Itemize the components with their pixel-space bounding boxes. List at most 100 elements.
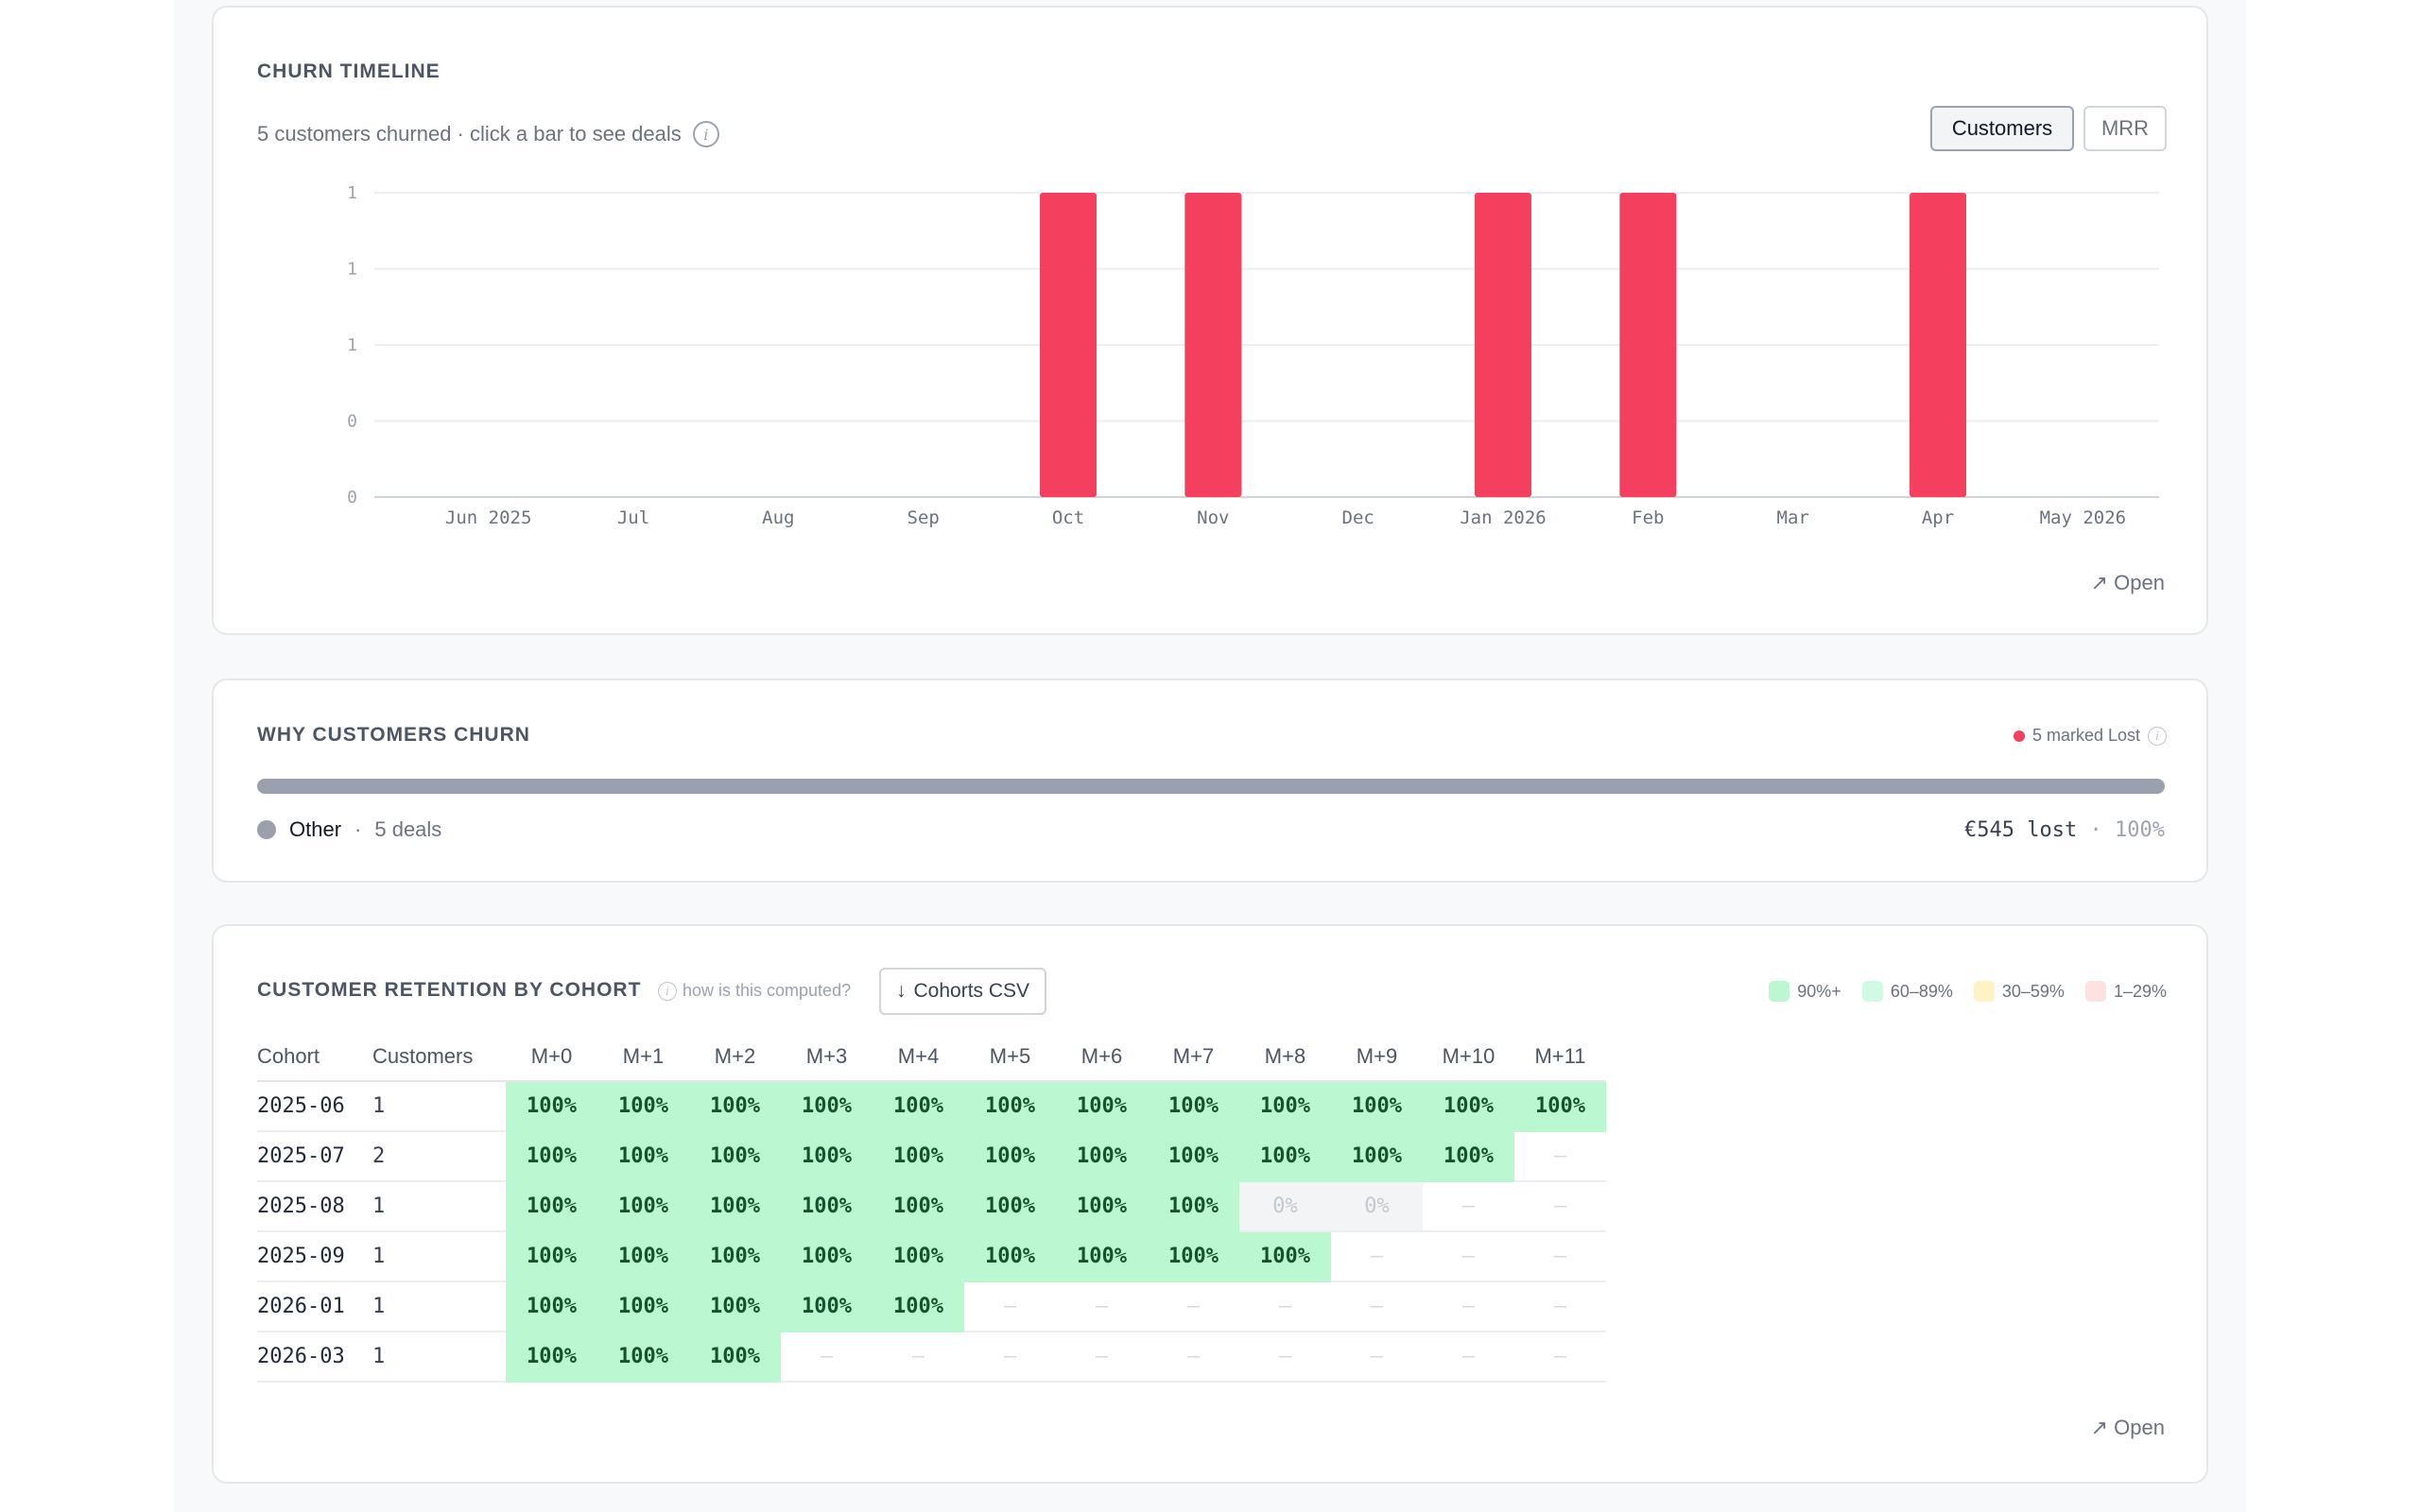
reason-deals: 5 deals — [374, 817, 442, 841]
retention-cell: — — [1056, 1332, 1148, 1383]
retention-cell: — — [1331, 1332, 1423, 1383]
column-header: M+8 — [1264, 1043, 1306, 1068]
legend-swatch — [1769, 981, 1790, 1002]
legend-label: 90%+ — [1797, 981, 1841, 1001]
retention-cell: — — [1514, 1231, 1606, 1282]
reason-lost-amount: €545 lost — [1964, 817, 2078, 842]
retention-cell: 100% — [1056, 1231, 1148, 1282]
retention-cell: 100% — [1148, 1181, 1239, 1232]
how-computed-link[interactable]: i how is this computed? — [658, 981, 851, 1001]
retention-cell: 100% — [781, 1281, 873, 1332]
retention-cell: — — [1423, 1332, 1514, 1383]
y-tick-label: 0 — [347, 412, 357, 432]
churn-subtitle-text: 5 customers churned · click a bar to see… — [257, 122, 682, 146]
cohort-table-header: Cohort Customers M+0 M+1 M+2 M+3 M+4 M+5 M+6 M+7 M… — [257, 1032, 1606, 1081]
retention-title: CUSTOMER RETENTION BY COHORT — [257, 979, 642, 1001]
churn-bar[interactable] — [1475, 193, 1531, 497]
reason-distribution-bar[interactable] — [257, 779, 2165, 794]
x-tick-label: Jun 2025 — [445, 507, 532, 527]
retention-cell: 100% — [506, 1131, 597, 1182]
retention-cell: 0% — [1239, 1181, 1331, 1232]
download-icon: ↓ — [896, 980, 907, 1002]
legend-item: 30–59% — [1973, 981, 2065, 1002]
reason-lost-summary: €545 lost · 100% — [1964, 817, 2165, 842]
churn-subtitle: 5 customers churned · click a bar to see… — [257, 121, 719, 147]
retention-cell: — — [964, 1281, 1056, 1332]
churn-timeline-card: CHURN TIMELINE 5 customers churned · cli… — [212, 6, 2208, 635]
retention-cell: 100% — [597, 1080, 689, 1132]
retention-cell: — — [1423, 1181, 1514, 1232]
legend-swatch — [2084, 981, 2106, 1002]
column-header: M+10 — [1442, 1043, 1495, 1068]
retention-cell: — — [1239, 1332, 1331, 1383]
y-tick-label: 1 — [347, 335, 357, 355]
retention-cell: 100% — [1423, 1080, 1514, 1132]
open-link[interactable]: ↗ Open — [2091, 571, 2165, 595]
retention-cell: 100% — [964, 1181, 1056, 1232]
retention-cell: — — [781, 1332, 873, 1383]
cohort-label: 2025-07 — [257, 1131, 372, 1182]
why-churn-title: WHY CUSTOMERS CHURN — [257, 724, 530, 746]
open-link[interactable]: ↗ Open — [2091, 1416, 2165, 1440]
x-tick-label: Aug — [762, 507, 794, 527]
retention-cell: 100% — [781, 1131, 873, 1182]
retention-cell: 100% — [1239, 1131, 1331, 1182]
retention-cell: — — [1423, 1231, 1514, 1282]
retention-cell: 0% — [1331, 1181, 1423, 1232]
y-tick-label: 0 — [347, 488, 357, 507]
retention-cell: 100% — [689, 1231, 781, 1282]
cohort-label: 2026-03 — [257, 1332, 372, 1383]
table-row: 2025-06 1 100% 100% 100% 100% 100% 100% 100% 100%… — [257, 1080, 1606, 1132]
churn-bar[interactable] — [1184, 193, 1242, 497]
retention-cell: 100% — [1148, 1131, 1239, 1182]
legend-label: 1–29% — [2113, 981, 2167, 1001]
legend-item: 60–89% — [1861, 981, 1953, 1002]
x-tick-label: Dec — [1342, 507, 1374, 527]
retention-cell: 100% — [873, 1181, 964, 1232]
toggle-customers[interactable]: Customers — [1930, 106, 2074, 151]
column-header: Cohort — [257, 1043, 320, 1068]
retention-cell: 100% — [597, 1231, 689, 1282]
retention-cell: — — [1514, 1332, 1606, 1383]
retention-cell: — — [1331, 1231, 1423, 1282]
column-header: M+5 — [989, 1043, 1031, 1068]
retention-cell: — — [1239, 1281, 1331, 1332]
retention-cell: — — [964, 1332, 1056, 1383]
x-tick-label: Feb — [1632, 507, 1664, 527]
open-label: Open — [2114, 1416, 2165, 1439]
column-header: M+1 — [622, 1043, 665, 1068]
retention-cell: 100% — [506, 1231, 597, 1282]
table-row: 2026-03 1 100% 100% 100% — — — — — — — — — — [257, 1332, 1606, 1383]
table-row: 2025-07 2 100% 100% 100% 100% 100% 100% 100% 100%… — [257, 1131, 1606, 1182]
marked-lost-text: 5 marked Lost — [2031, 726, 2140, 745]
info-icon[interactable]: i — [692, 121, 719, 147]
info-icon: i — [658, 981, 677, 1001]
retention-cell: 100% — [689, 1332, 781, 1383]
info-icon[interactable]: i — [2148, 726, 2167, 746]
cohort-label: 2025-06 — [257, 1080, 372, 1132]
retention-cell: — — [1148, 1281, 1239, 1332]
toggle-mrr[interactable]: MRR — [2083, 106, 2167, 151]
retention-cell: 100% — [597, 1181, 689, 1232]
retention-cell: 100% — [689, 1131, 781, 1182]
retention-cell: 100% — [506, 1281, 597, 1332]
customer-count: 1 — [372, 1181, 506, 1232]
retention-cell: — — [1423, 1281, 1514, 1332]
churn-bar[interactable] — [1910, 193, 1966, 497]
churn-bar[interactable] — [1040, 193, 1097, 497]
table-row: 2026-01 1 100% 100% 100% 100% 100% — — — — — — — — [257, 1281, 1606, 1332]
column-header: M+7 — [1172, 1043, 1215, 1068]
retention-legend: 90%+ 60–89% 30–59% 1–29% — [1769, 981, 2167, 1002]
reason-separator: · — [354, 817, 362, 841]
churn-bar[interactable] — [1619, 193, 1677, 497]
column-header: M+11 — [1534, 1043, 1586, 1068]
column-header: Customers — [372, 1043, 474, 1068]
retention-cell: 100% — [1423, 1131, 1514, 1182]
column-header: M+6 — [1080, 1043, 1123, 1068]
marked-lost-indicator: 5 marked Lost i — [2013, 726, 2167, 746]
cohorts-csv-button[interactable]: ↓ Cohorts CSV — [879, 968, 1047, 1015]
retention-cell: 100% — [781, 1231, 873, 1282]
legend-item: 1–29% — [2084, 981, 2167, 1002]
how-computed-text: how is this computed? — [683, 981, 852, 1000]
reason-row[interactable]: Other · 5 deals €545 lost · 100% — [257, 813, 2165, 847]
